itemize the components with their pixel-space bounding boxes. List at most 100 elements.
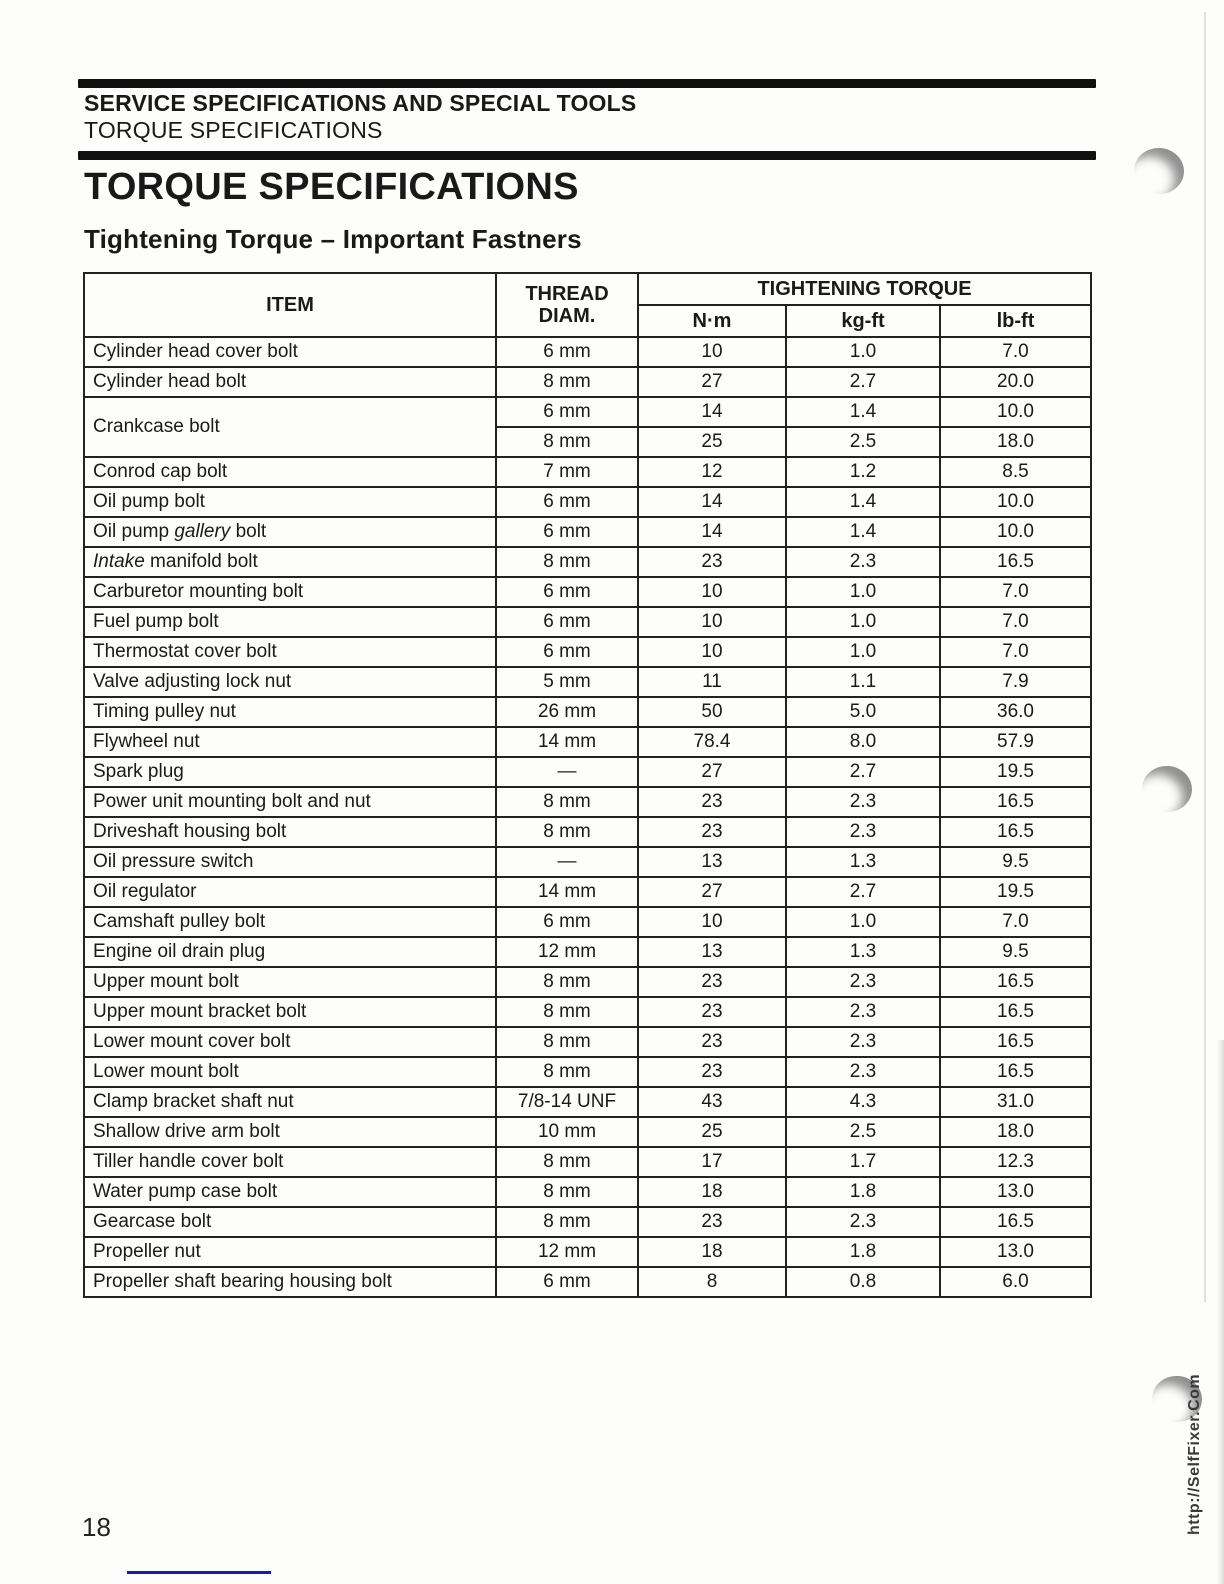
table-row: Upper mount bolt 8 mm 23 2.3 16.5 (83, 966, 1092, 998)
table-row: Fuel pump bolt 6 mm 10 1.0 7.0 (83, 606, 1092, 638)
torque-kgft-cell: 2.7 (785, 366, 941, 398)
section-title: Tightening Torque – Important Fastners (84, 224, 582, 254)
section-breadcrumb-line1: SERVICE SPECIFICATIONS AND SPECIAL TOOLS (84, 90, 637, 116)
torque-kgft-cell: 8.0 (785, 726, 941, 758)
col-header-lbft: lb-ft (939, 304, 1092, 338)
torque-kgft-cell: 4.3 (785, 1086, 941, 1118)
torque-nm-cell: 23 (637, 996, 787, 1028)
thread-diam-cell: 6 mm (495, 1266, 639, 1298)
table-row: Conrod cap bolt 7 mm 12 1.2 8.5 (83, 456, 1092, 488)
torque-kgft-cell: 2.5 (785, 426, 941, 458)
item-cell: Upper mount bolt (83, 966, 497, 998)
thread-diam-cell: 8 mm (495, 546, 639, 578)
torque-lbft-cell: 18.0 (939, 1116, 1092, 1148)
torque-lbft-cell: 10.0 (939, 396, 1092, 428)
table-row: Lower mount cover bolt 8 mm 23 2.3 16.5 (83, 1026, 1092, 1058)
torque-nm-cell: 23 (637, 966, 787, 998)
table-row: Water pump case bolt 8 mm 18 1.8 13.0 (83, 1176, 1092, 1208)
torque-nm-cell: 25 (637, 426, 787, 458)
torque-nm-cell: 23 (637, 816, 787, 848)
torque-nm-cell: 14 (637, 516, 787, 548)
torque-lbft-cell: 9.5 (939, 936, 1092, 968)
item-cell: Driveshaft housing bolt (83, 816, 497, 848)
torque-lbft-cell: 36.0 (939, 696, 1092, 728)
torque-nm-cell: 43 (637, 1086, 787, 1118)
scan-edge-shade (1217, 1040, 1224, 1584)
item-cell: Engine oil drain plug (83, 936, 497, 968)
table-row: Engine oil drain plug 12 mm 13 1.3 9.5 (83, 936, 1092, 968)
thread-diam-cell: 6 mm (495, 906, 639, 938)
thread-diam-cell: 8 mm (495, 1026, 639, 1058)
torque-kgft-cell: 0.8 (785, 1266, 941, 1298)
table-row: Flywheel nut 14 mm 78.4 8.0 57.9 (83, 726, 1092, 758)
page-number: 18 (82, 1512, 111, 1542)
table-row: Power unit mounting bolt and nut 8 mm 23 2.… (83, 786, 1092, 818)
torque-lbft-cell: 7.9 (939, 666, 1092, 698)
torque-kgft-cell: 2.3 (785, 1206, 941, 1238)
torque-kgft-cell: 1.0 (785, 636, 941, 668)
torque-lbft-cell: 7.0 (939, 336, 1092, 368)
table-row: Oil pump gallery bolt 6 mm 14 1.4 10.0 (83, 516, 1092, 548)
item-cell: Valve adjusting lock nut (83, 666, 497, 698)
footer-blue-mark (127, 1571, 271, 1574)
item-cell: Lower mount cover bolt (83, 1026, 497, 1058)
torque-lbft-cell: 7.0 (939, 906, 1092, 938)
torque-lbft-cell: 12.3 (939, 1146, 1092, 1178)
thread-diam-cell: 14 mm (495, 876, 639, 908)
torque-nm-cell: 10 (637, 906, 787, 938)
item-cell: Camshaft pulley bolt (83, 906, 497, 938)
torque-lbft-cell: 16.5 (939, 816, 1092, 848)
thread-diam-cell: 6 mm (495, 576, 639, 608)
table-body: Cylinder head cover bolt 6 mm 10 1.0 7.0 Cyli… (83, 336, 1092, 1298)
item-cell: Cylinder head cover bolt (83, 336, 497, 368)
torque-nm-cell: 17 (637, 1146, 787, 1178)
torque-nm-cell: 18 (637, 1176, 787, 1208)
item-cell: Oil regulator (83, 876, 497, 908)
torque-kgft-cell: 1.0 (785, 336, 941, 368)
torque-nm-cell: 10 (637, 336, 787, 368)
table-row: Crankcase bolt 6 mm 14 1.4 10.0 (83, 396, 1092, 458)
thread-diam-cell: 8 mm (495, 996, 639, 1028)
item-cell: Timing pulley nut (83, 696, 497, 728)
thread-diam-cell: 8 mm (495, 366, 639, 398)
torque-nm-cell: 27 (637, 876, 787, 908)
torque-kgft-cell: 1.4 (785, 516, 941, 548)
table-row: Oil pump bolt 6 mm 14 1.4 10.0 (83, 486, 1092, 518)
torque-lbft-cell: 6.0 (939, 1266, 1092, 1298)
table-row: Oil regulator 14 mm 27 2.7 19.5 (83, 876, 1092, 908)
torque-nm-cell: 10 (637, 636, 787, 668)
table-row: Upper mount bracket bolt 8 mm 23 2.3 16.5 (83, 996, 1092, 1028)
item-cell: Upper mount bracket bolt (83, 996, 497, 1028)
item-cell: Conrod cap bolt (83, 456, 497, 488)
thread-diam-cell: 10 mm (495, 1116, 639, 1148)
torque-kgft-cell: 2.3 (785, 546, 941, 578)
torque-nm-cell: 18 (637, 1236, 787, 1268)
item-cell: Power unit mounting bolt and nut (83, 786, 497, 818)
item-cell: Propeller shaft bearing housing bolt (83, 1266, 497, 1298)
torque-nm-cell: 14 (637, 486, 787, 518)
torque-lbft-cell: 7.0 (939, 606, 1092, 638)
table-row: Driveshaft housing bolt 8 mm 23 2.3 16.5 (83, 816, 1092, 848)
torque-nm-cell: 8 (637, 1266, 787, 1298)
torque-lbft-cell: 10.0 (939, 486, 1092, 518)
table-row: Cylinder head cover bolt 6 mm 10 1.0 7.0 (83, 336, 1092, 368)
thread-diam-cell: 8 mm (495, 1146, 639, 1178)
torque-nm-cell: 23 (637, 1206, 787, 1238)
table-header-row-2: N·m kg-ft lb-ft (84, 304, 1092, 338)
torque-nm-cell: 13 (637, 846, 787, 878)
table-row: Camshaft pulley bolt 6 mm 10 1.0 7.0 (83, 906, 1092, 938)
thread-diam-cell: 6 mm (495, 636, 639, 668)
torque-lbft-cell: 19.5 (939, 756, 1092, 788)
torque-kgft-cell: 1.4 (785, 396, 941, 428)
torque-kgft-cell: 1.1 (785, 666, 941, 698)
item-cell: Intake manifold bolt (83, 546, 497, 578)
item-cell: Fuel pump bolt (83, 606, 497, 638)
torque-kgft-cell: 1.0 (785, 606, 941, 638)
torque-kgft-cell: 1.8 (785, 1176, 941, 1208)
torque-nm-cell: 11 (637, 666, 787, 698)
thread-diam-cell: 8 mm (495, 1176, 639, 1208)
torque-kgft-cell: 1.4 (785, 486, 941, 518)
item-cell: Spark plug (83, 756, 497, 788)
table-row: Gearcase bolt 8 mm 23 2.3 16.5 (83, 1206, 1092, 1238)
torque-lbft-cell: 19.5 (939, 876, 1092, 908)
